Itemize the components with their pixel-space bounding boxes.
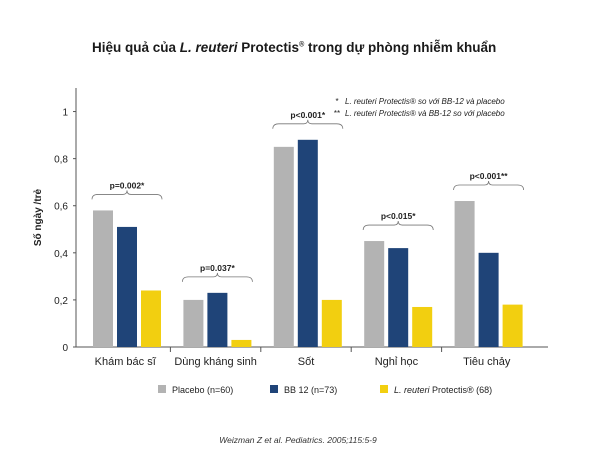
y-tick-label: 0,4 [54,249,68,260]
bar-series0-dùng-kháng-sinh [183,299,204,347]
citation: Weizman Z et al. Pediatrics. 2005;115:5-… [219,435,377,445]
x-category-label: Nghỉ học [375,356,419,368]
footnote-text: L. reuteri Protectis® và BB-12 so với pl… [345,109,505,118]
x-category-label: Dùng kháng sinh [174,356,257,368]
title-species: L. reuteri [179,40,238,55]
chart-legend: Placebo (n=60) BB 12 (n=73) L. reuteri Pro… [158,385,492,395]
x-category-label: Sốt [298,356,315,368]
bar-series2-nghỉ-học [412,306,433,347]
chart-title: Hiệu quả của L. reuteri Protectis® trong… [92,40,496,55]
y-axis-title: Số ngày /trẻ [32,188,44,246]
footnote-body: Protectis® so với BB-12 và placebo [377,97,506,106]
footnote-marker: * [335,97,338,106]
p-value-label: p<0.001** [470,171,509,181]
chart-footnotes: * L. reuteri Protectis® so với BB-12 và p… [334,97,505,118]
p-value-brace [91,190,163,200]
y-tick-label: 1 [62,108,68,119]
p-value-label: p<0.015* [381,211,416,221]
legend-label: L. reuteri Protectis® (68) [394,385,492,395]
p-value-label: p<0.001* [290,110,325,120]
p-value-brace [182,272,253,282]
bar-series1-khám-bác-sĩ [117,226,137,347]
legend-label: Placebo (n=60) [172,385,233,395]
footnote-text: L. reuteri Protectis® so với BB-12 và pl… [345,97,505,106]
footnote-marker: ** [334,109,340,118]
title-suffix: trong dự phòng nhiễm khuẩn [304,40,497,55]
title-registered-mark: ® [299,41,305,49]
footnote-species: L. reuteri [345,97,377,106]
legend-swatch [380,385,388,393]
bar-series1-dùng-kháng-sinh [207,292,228,347]
x-category-label: Khám bác sĩ [95,356,157,368]
bar-series0-nghỉ-học [364,241,385,347]
legend-species: L. reuteri [394,385,431,395]
p-value-label: p=0.037* [200,263,235,273]
bar-series2-dùng-kháng-sinh [231,339,252,347]
bar-series0-tiêu-chảy [454,201,475,347]
footnote-species: L. reuteri [345,109,377,118]
legend-brand: Protectis® (68) [430,385,493,395]
bar-series1-sốt [297,139,318,347]
p-value-brace [453,180,524,191]
y-tick-label: 0,2 [54,296,68,307]
p-value-brace [362,221,434,231]
y-tick-label: 0,6 [54,202,68,213]
title-prefix: Hiệu quả của [92,40,180,55]
footnote-body: Protectis® và BB-12 so với placebo [377,109,506,118]
x-category-label: Tiêu chảy [463,356,511,368]
bar-series1-nghỉ-học [388,248,409,347]
p-value-label: p=0.002* [110,180,145,190]
bar-series2-tiêu-chảy [502,304,523,347]
legend-swatch [158,385,166,393]
y-tick-label: 0,8 [54,155,68,166]
chart-annotations: p=0.002* p=0.037* p<0.001* p<0.015* p<0.001*… [91,110,524,282]
bar-series2-khám-bác-sĩ [141,290,161,347]
bar-series1-tiêu-chảy [478,252,499,347]
y-tick-label: 0 [62,343,68,354]
chart-axes: 0 0,2 0,4 0,6 0,8 1 Số ngày /trẻ Khám bác sĩ Dùn… [32,88,548,368]
chart-bars [93,139,523,347]
bar-series0-khám-bác-sĩ [93,210,113,347]
bar-series0-sốt [273,146,294,347]
title-brand: Protectis [237,40,300,55]
p-value-brace [272,119,344,129]
bar-series2-sốt [321,299,342,347]
legend-swatch [270,385,278,393]
legend-label: BB 12 (n=73) [284,385,337,395]
